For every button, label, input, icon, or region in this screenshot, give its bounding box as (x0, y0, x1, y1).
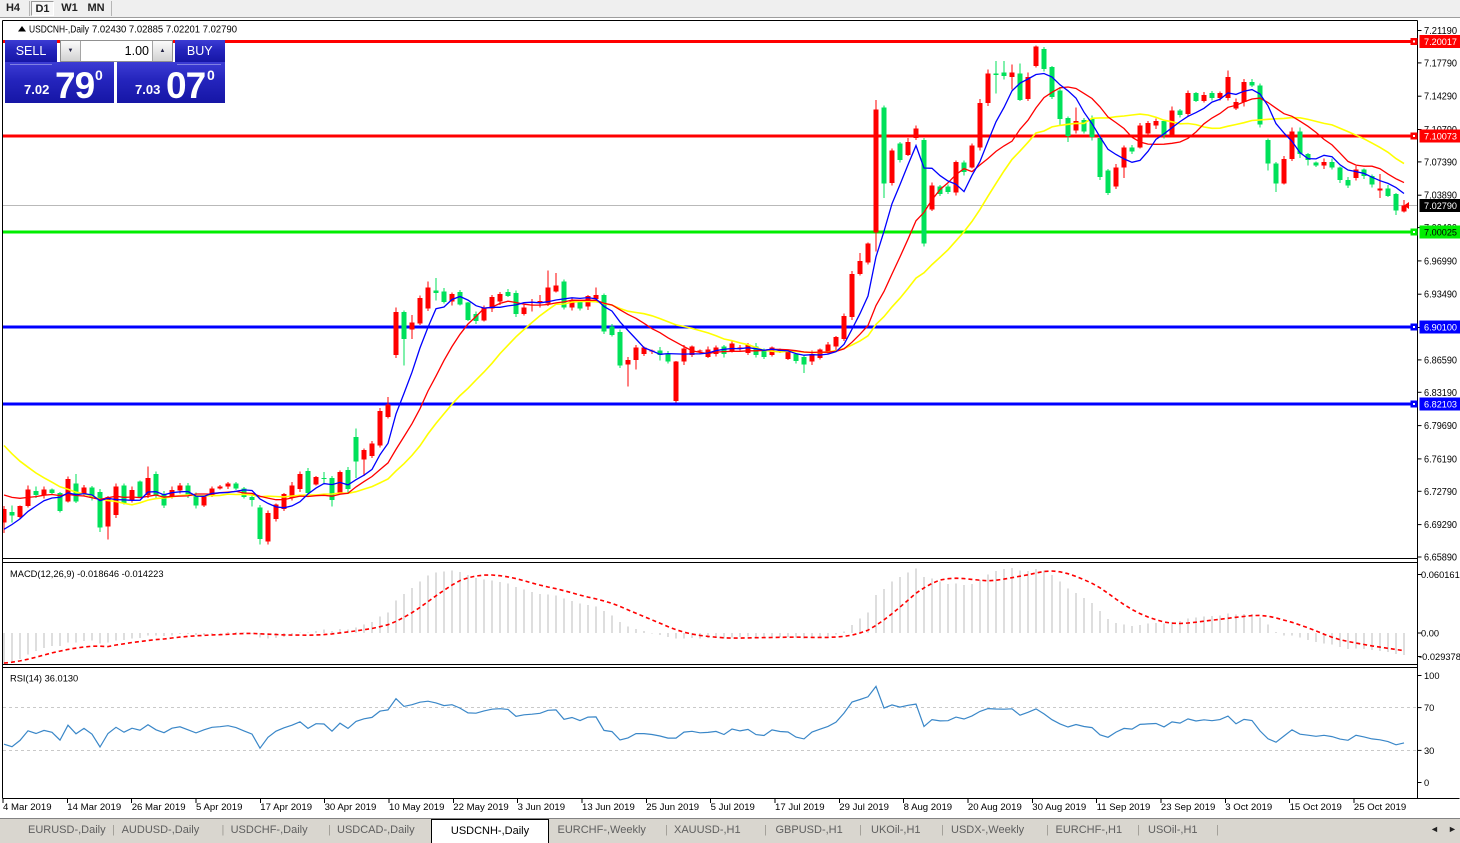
svg-text:0: 0 (1424, 778, 1429, 788)
svg-text:7.03890: 7.03890 (1424, 191, 1457, 202)
svg-text:7.20017: 7.20017 (1424, 37, 1457, 47)
svg-text:6.90100: 6.90100 (1424, 323, 1457, 333)
svg-text:30 Apr 2019: 30 Apr 2019 (325, 802, 377, 813)
svg-text:4 Mar 2019: 4 Mar 2019 (3, 802, 52, 813)
svg-text:20 Aug 2019: 20 Aug 2019 (968, 802, 1022, 813)
svg-text:6.86590: 6.86590 (1424, 355, 1457, 366)
svg-text:6.76190: 6.76190 (1424, 454, 1457, 465)
svg-text:30 Aug 2019: 30 Aug 2019 (1032, 802, 1086, 813)
svg-text:RSI(14) 36.0130: RSI(14) 36.0130 (10, 674, 78, 684)
svg-text:14 Mar 2019: 14 Mar 2019 (67, 802, 121, 813)
svg-text:6.83190: 6.83190 (1424, 388, 1457, 399)
svg-text:MACD(12,26,9) -0.018646 -0.014: MACD(12,26,9) -0.018646 -0.014223 (10, 569, 164, 579)
svg-text:7.10073: 7.10073 (1424, 132, 1457, 142)
svg-text:10 May 2019: 10 May 2019 (389, 802, 444, 813)
svg-text:0.060161: 0.060161 (1421, 570, 1460, 580)
svg-text:3 Jun 2019: 3 Jun 2019 (518, 802, 565, 813)
svg-text:22 May 2019: 22 May 2019 (453, 802, 508, 813)
svg-text:6.72790: 6.72790 (1424, 487, 1457, 498)
svg-text:7.07390: 7.07390 (1424, 157, 1457, 168)
svg-text:7.02790: 7.02790 (1424, 201, 1457, 211)
svg-text:6.96990: 6.96990 (1424, 256, 1457, 267)
svg-text:11 Sep 2019: 11 Sep 2019 (1097, 802, 1151, 813)
svg-text:5 Apr 2019: 5 Apr 2019 (196, 802, 242, 813)
svg-text:15 Oct 2019: 15 Oct 2019 (1290, 802, 1342, 813)
svg-text:7.17790: 7.17790 (1424, 58, 1457, 69)
svg-text:25 Oct 2019: 25 Oct 2019 (1354, 802, 1406, 813)
svg-text:6.65890: 6.65890 (1424, 553, 1457, 564)
svg-text:5 Jul 2019: 5 Jul 2019 (711, 802, 755, 813)
svg-text:6.79690: 6.79690 (1424, 421, 1457, 432)
svg-text:0.00: 0.00 (1421, 629, 1439, 639)
svg-text:17 Apr 2019: 17 Apr 2019 (260, 802, 312, 813)
svg-text:13 Jun 2019: 13 Jun 2019 (582, 802, 635, 813)
svg-text:29 Jul 2019: 29 Jul 2019 (839, 802, 889, 813)
svg-text:26 Mar 2019: 26 Mar 2019 (132, 802, 186, 813)
svg-text:7.02430 7.02885 7.02201 7.0279: 7.02430 7.02885 7.02201 7.02790 (92, 25, 238, 36)
svg-text:6.69290: 6.69290 (1424, 520, 1457, 531)
svg-text:100: 100 (1424, 671, 1440, 681)
svg-text:25 Jun 2019: 25 Jun 2019 (646, 802, 699, 813)
svg-text:6.93490: 6.93490 (1424, 290, 1457, 301)
svg-text:17 Jul 2019: 17 Jul 2019 (775, 802, 825, 813)
svg-text:8 Aug 2019: 8 Aug 2019 (904, 802, 953, 813)
svg-text:7.21190: 7.21190 (1424, 26, 1457, 37)
svg-text:70: 70 (1424, 703, 1434, 713)
svg-text:USDCNH-,Daily: USDCNH-,Daily (29, 25, 89, 36)
svg-text:23 Sep 2019: 23 Sep 2019 (1161, 802, 1215, 813)
svg-text:3 Oct 2019: 3 Oct 2019 (1225, 802, 1272, 813)
svg-text:-0.029378: -0.029378 (1419, 652, 1460, 662)
svg-text:30: 30 (1424, 746, 1434, 756)
svg-text:7.14290: 7.14290 (1424, 92, 1457, 103)
svg-text:7.00025: 7.00025 (1424, 228, 1457, 238)
svg-text:6.82103: 6.82103 (1424, 400, 1457, 410)
